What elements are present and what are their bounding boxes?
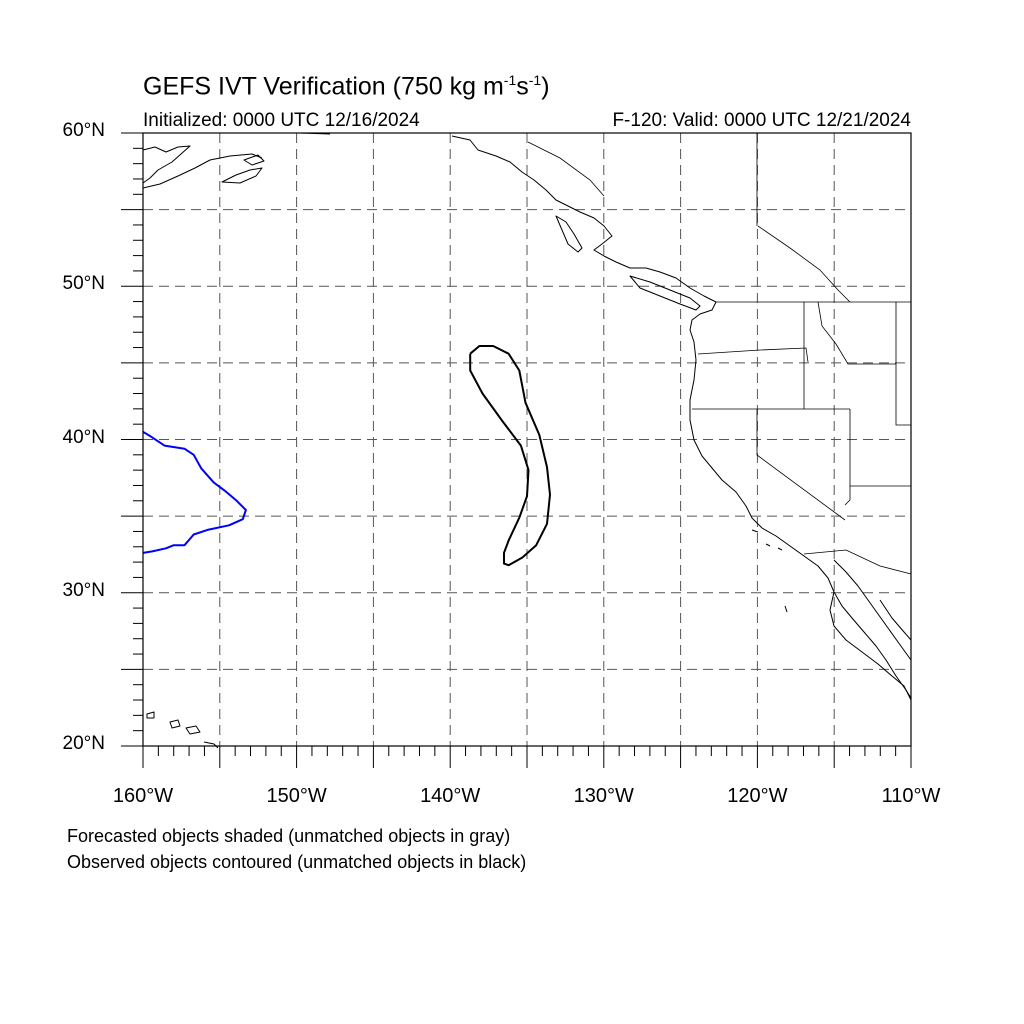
lon-label: 120°W — [727, 785, 788, 807]
mexico-coast — [879, 599, 912, 641]
wa-or-border — [697, 347, 809, 363]
lat-label: 60°N — [62, 120, 105, 141]
us-mexico-border — [803, 549, 912, 575]
alaska-islands — [243, 154, 265, 166]
coastlines — [142, 132, 912, 749]
lon-label: 140°W — [420, 785, 481, 807]
unmatched-observed-object — [469, 345, 551, 567]
bc-coast — [451, 135, 912, 701]
guadalupe-island — [784, 605, 788, 613]
initialized-label: Initialized: 0000 UTC 12/16/2024 — [143, 110, 420, 131]
hawaii-oahu — [169, 719, 181, 729]
hawaii-maui — [185, 725, 201, 735]
kodiak-island — [221, 167, 263, 184]
nevada-east-border — [844, 409, 851, 506]
lon-label: 130°W — [573, 785, 634, 807]
alberta-bc-border — [757, 225, 851, 303]
lon-label: 150°W — [266, 785, 327, 807]
channel-islands — [751, 529, 783, 551]
lat-label: 30°N — [62, 579, 105, 601]
political-boundaries — [527, 133, 912, 575]
montana-idaho-border — [817, 301, 897, 365]
lat-label: 50°N — [62, 273, 105, 295]
hawaii-big-island — [203, 741, 219, 749]
observed-objects — [142, 345, 551, 567]
chart-title: GEFS IVT Verification (750 kg m-1s-1) — [143, 72, 550, 101]
hawaii-kauai — [146, 711, 155, 719]
alaska-coast-south — [142, 153, 263, 189]
footnote-forecast: Forecasted objects shaded (unmatched obj… — [67, 826, 511, 846]
baja-peninsula — [833, 591, 912, 699]
gulf-of-california — [833, 559, 912, 661]
map-frame — [142, 132, 912, 747]
lat-label: 20°N — [62, 733, 105, 754]
valid-time-label: F-120: Valid: 0000 UTC 12/21/2024 — [612, 110, 911, 131]
lon-label: 160°W — [112, 785, 174, 807]
wyoming-border — [895, 364, 911, 426]
matched-observed-object — [142, 430, 247, 554]
vancouver-island — [629, 275, 701, 311]
footnote-observed: Observed objects contoured (unmatched ob… — [67, 852, 527, 872]
lat-label: 40°N — [62, 426, 105, 448]
graticule — [143, 133, 911, 746]
alaska-coast — [142, 145, 191, 184]
axis-ticks — [121, 132, 912, 768]
ca-nv-border — [756, 409, 846, 521]
alaska-canada-border — [527, 141, 605, 197]
haida-gwaii — [555, 215, 583, 253]
lon-label: 110°W — [881, 785, 941, 807]
